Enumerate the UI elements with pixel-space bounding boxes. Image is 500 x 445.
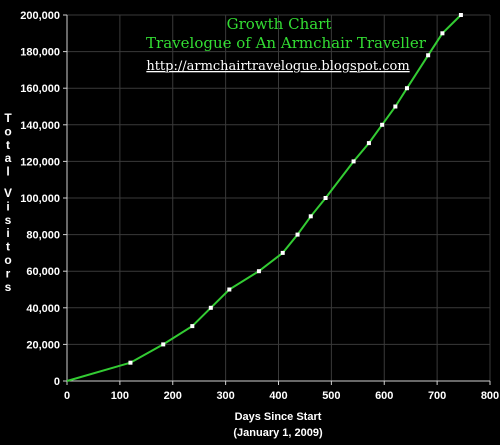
- x-tick-labels: 0 100 200 300 400 500 600 700 800: [64, 381, 499, 402]
- data-point: [161, 342, 166, 347]
- x-tick-label: 100: [111, 390, 129, 402]
- y-axis-title-char: t: [6, 240, 10, 254]
- data-point: [426, 53, 431, 58]
- x-axis-title: Days Since Start: [235, 411, 322, 423]
- y-axis-title-char: i: [6, 226, 9, 240]
- y-axis-title-char: T: [4, 111, 12, 125]
- data-point: [458, 13, 463, 17]
- x-tick-label: 600: [375, 390, 393, 402]
- data-point: [351, 159, 356, 164]
- blog-url-link[interactable]: http://armchairtravelogue.blogspot.com: [146, 59, 409, 74]
- x-tick-label: 400: [269, 390, 287, 402]
- x-tick-label: 300: [216, 390, 234, 402]
- y-tick-label: 20,000: [26, 339, 60, 351]
- data-point: [393, 104, 398, 109]
- x-tick-label: 0: [64, 390, 70, 402]
- chart-title: Growth Chart: [227, 15, 332, 33]
- x-tick-label: 700: [428, 390, 446, 402]
- y-tick-label: 0: [54, 376, 60, 388]
- y-tick-label: 100,000: [20, 193, 60, 205]
- y-axis-title-char: o: [4, 124, 11, 138]
- data-point: [227, 287, 232, 292]
- data-point: [323, 196, 328, 200]
- y-tick-label: 180,000: [20, 47, 60, 59]
- data-point: [366, 141, 371, 146]
- y-axis-title-char: V: [4, 186, 12, 200]
- y-axis-title-char: r: [6, 266, 11, 280]
- y-axis-title-char: o: [4, 253, 11, 267]
- y-tick-label: 200,000: [20, 10, 60, 22]
- y-axis-title-char: a: [5, 151, 12, 165]
- data-point: [280, 250, 285, 255]
- chart-subtitle: Travelogue of An Armchair Traveller: [146, 34, 427, 52]
- y-tick-label: 160,000: [20, 83, 60, 95]
- y-axis-title-char: s: [5, 280, 12, 294]
- x-axis-subtitle: (January 1, 2009): [233, 427, 323, 439]
- y-axis-title-char: t: [6, 138, 10, 152]
- y-axis-title-char: l: [6, 165, 9, 179]
- y-axis-title-char: s: [5, 213, 12, 227]
- data-point: [256, 269, 261, 274]
- y-tick-label: 40,000: [26, 303, 60, 315]
- y-tick-label: 120,000: [20, 156, 60, 168]
- data-point: [404, 86, 409, 91]
- x-tick-label: 800: [481, 390, 499, 402]
- data-point: [295, 232, 300, 237]
- data-point: [440, 31, 445, 36]
- y-tick-label: 80,000: [26, 230, 60, 242]
- x-tick-label: 500: [322, 390, 340, 402]
- y-axis-title-char: i: [6, 199, 9, 213]
- data-point: [190, 324, 195, 329]
- data-point: [380, 122, 385, 127]
- y-tick-label: 140,000: [20, 120, 60, 132]
- gridlines: [67, 14, 491, 381]
- data-point: [208, 305, 213, 310]
- data-point: [128, 360, 133, 365]
- data-point: [308, 214, 313, 219]
- data-markers: [128, 13, 463, 365]
- x-tick-label: 200: [164, 390, 182, 402]
- y-tick-label: 60,000: [26, 266, 60, 278]
- y-tick-labels: 0 20,000 40,000 60,000 80,000 100,000 120,000 1…: [20, 10, 67, 388]
